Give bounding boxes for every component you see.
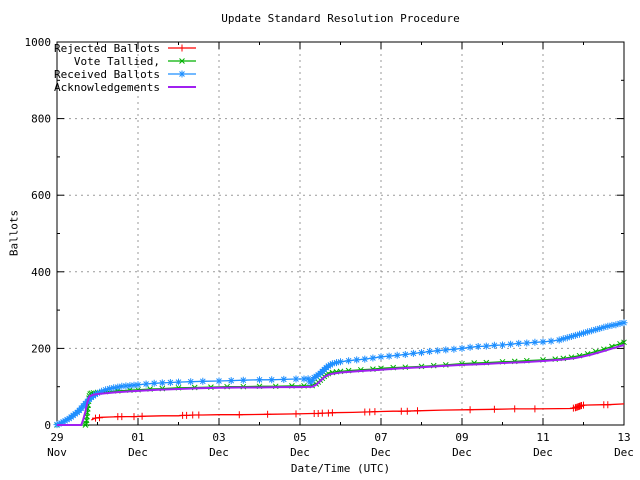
- series-markers: [54, 339, 627, 428]
- legend-label: Vote Tallied,: [74, 55, 160, 68]
- y-tick-label: 1000: [25, 36, 52, 49]
- axis-ticks: [56, 41, 625, 426]
- legend-sample-marker: [178, 44, 186, 52]
- series-markers: [53, 319, 628, 429]
- x-tick-label-month: Nov: [47, 446, 67, 459]
- legend-entry: Received Ballots: [54, 68, 196, 81]
- legend-label: Rejected Ballots: [54, 42, 160, 55]
- x-axis-title: Date/Time (UTC): [290, 462, 391, 475]
- x-tick-label-day: 11: [536, 431, 549, 444]
- series-rejected-ballots: [91, 401, 625, 422]
- y-tick-label: 200: [31, 342, 51, 355]
- x-tick-label-day: 09: [455, 431, 468, 444]
- x-tick-label-month: Dec: [614, 446, 634, 459]
- tick-labels: 0 200 400 600 800 1000 29 Nov 01 Dec 03 Dec 05 Dec 07 D…: [25, 36, 634, 459]
- series-acknowledgements: [57, 344, 625, 426]
- series-line: [57, 344, 625, 426]
- series-line: [91, 403, 625, 421]
- x-tick-label-day: 05: [293, 431, 306, 444]
- x-tick-label-day: 03: [212, 431, 225, 444]
- legend-label: Received Ballots: [54, 68, 160, 81]
- x-tick-label-month: Dec: [209, 446, 229, 459]
- legend-sample-marker: [179, 58, 185, 64]
- y-tick-label: 600: [31, 189, 51, 202]
- x-tick-label-day: 29: [50, 431, 63, 444]
- legend-label: Acknowledgements: [54, 81, 160, 94]
- legend-entry: Rejected Ballots: [54, 42, 196, 55]
- x-tick-label-month: Dec: [290, 446, 310, 459]
- legend-entry: Vote Tallied,: [74, 55, 196, 68]
- y-tick-label: 0: [44, 419, 51, 432]
- y-tick-label: 800: [31, 113, 51, 126]
- x-tick-label-month: Dec: [533, 446, 553, 459]
- x-tick-label-day: 07: [374, 431, 387, 444]
- series-received-ballots: [53, 319, 628, 429]
- x-tick-label-day: 13: [617, 431, 630, 444]
- series-vote-tallied: [54, 339, 627, 428]
- plot-border: [56, 41, 625, 426]
- x-tick-label-month: Dec: [452, 446, 472, 459]
- y-tick-label: 400: [31, 266, 51, 279]
- legend-sample-marker: [178, 70, 186, 78]
- chart-title: Update Standard Resolution Procedure: [221, 12, 460, 25]
- x-tick-label-month: Dec: [128, 446, 148, 459]
- x-tick-label-month: Dec: [371, 446, 391, 459]
- x-tick-label-day: 01: [131, 431, 144, 444]
- series-markers: [92, 401, 612, 422]
- grid-lines: [57, 41, 624, 425]
- legend-entry: Acknowledgements: [54, 81, 196, 94]
